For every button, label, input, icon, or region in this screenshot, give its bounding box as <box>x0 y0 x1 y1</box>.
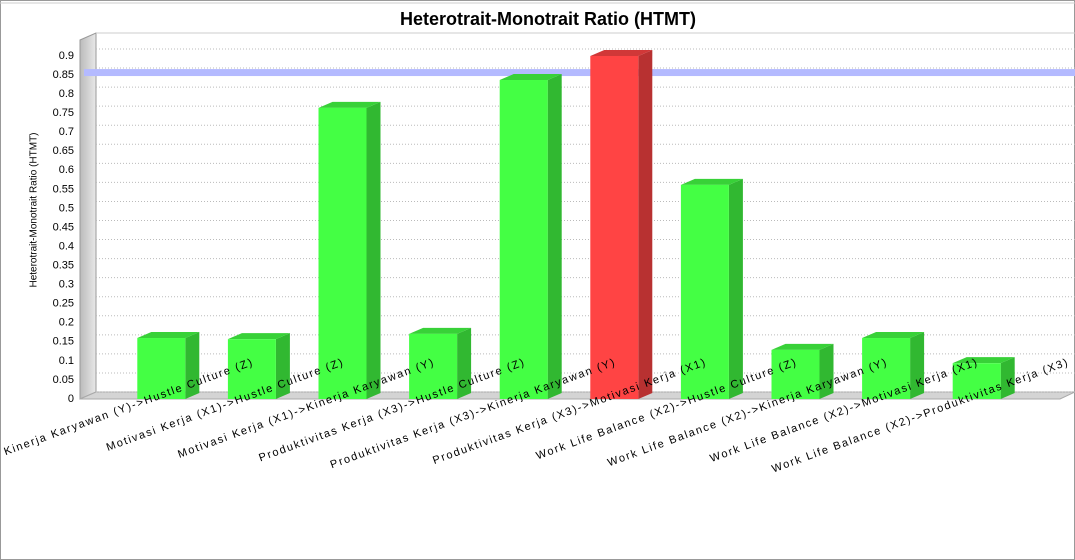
bar-front <box>137 338 186 399</box>
y-tick-label: 0.4 <box>59 240 74 252</box>
bar-top <box>409 327 472 334</box>
bar <box>137 332 200 399</box>
y-tick-label: 0.7 <box>59 126 74 138</box>
threshold-band <box>84 69 1075 77</box>
bar <box>952 357 1015 399</box>
bar-top <box>771 343 834 350</box>
bar-side <box>1000 357 1015 399</box>
y-tick-label: 0.85 <box>53 69 74 81</box>
left-wall <box>79 32 97 400</box>
y-tick-label: 0.15 <box>53 336 74 348</box>
bar-front <box>409 333 458 399</box>
y-tick-label: 0.45 <box>53 221 74 233</box>
bar-side <box>457 327 472 399</box>
bar-front <box>499 80 548 399</box>
y-tick-label: 0.55 <box>53 183 74 195</box>
bar-front <box>771 349 820 399</box>
bar-side <box>728 178 743 399</box>
bar <box>862 332 925 399</box>
bar <box>318 101 381 399</box>
bar <box>771 343 834 399</box>
chart-title: Heterotrait-Monotrait Ratio (HTMT) <box>400 9 696 29</box>
bar-front <box>318 107 367 399</box>
y-axis-label: Heterotrait-Monotrait Ratio (HTMT) <box>29 132 40 287</box>
bar-top <box>590 50 653 56</box>
y-tick-label: 0.8 <box>59 88 74 100</box>
y-tick-label: 0.05 <box>53 374 74 386</box>
bar-top <box>227 333 290 340</box>
bar-top <box>680 178 743 185</box>
y-tick-label: 0.5 <box>59 202 74 214</box>
bar-side <box>366 101 381 399</box>
y-tick-label: 0.35 <box>53 260 74 272</box>
y-tick-label: 0 <box>68 393 74 405</box>
bar-top <box>318 101 381 108</box>
y-tick-label: 0.3 <box>59 279 74 291</box>
bar-top <box>137 332 200 339</box>
bar-top <box>499 74 562 81</box>
bar-side <box>819 343 834 399</box>
y-tick-label: 0.1 <box>59 355 74 367</box>
bar <box>499 74 562 399</box>
bar-side <box>185 332 200 399</box>
bar <box>227 333 290 399</box>
bar-side <box>547 74 562 399</box>
y-tick-label: 0.75 <box>53 107 74 119</box>
bar-side <box>910 332 925 399</box>
bar-top <box>952 357 1015 364</box>
bar-front <box>227 339 276 399</box>
bar-side <box>275 333 290 399</box>
bar-front <box>862 338 911 399</box>
bar-front <box>680 184 729 399</box>
bar <box>680 178 743 399</box>
bar-top <box>862 332 925 339</box>
y-tick-label: 0.6 <box>59 164 74 176</box>
bar-front <box>952 363 1001 399</box>
y-tick-label: 0.65 <box>53 145 74 157</box>
y-tick-label: 0.25 <box>53 298 74 310</box>
bar <box>409 327 472 399</box>
bar-front <box>590 56 639 399</box>
y-tick-label: 0.2 <box>59 317 74 329</box>
bar <box>590 50 653 399</box>
bar-side <box>638 50 653 399</box>
y-tick-label: 0.9 <box>59 50 74 62</box>
